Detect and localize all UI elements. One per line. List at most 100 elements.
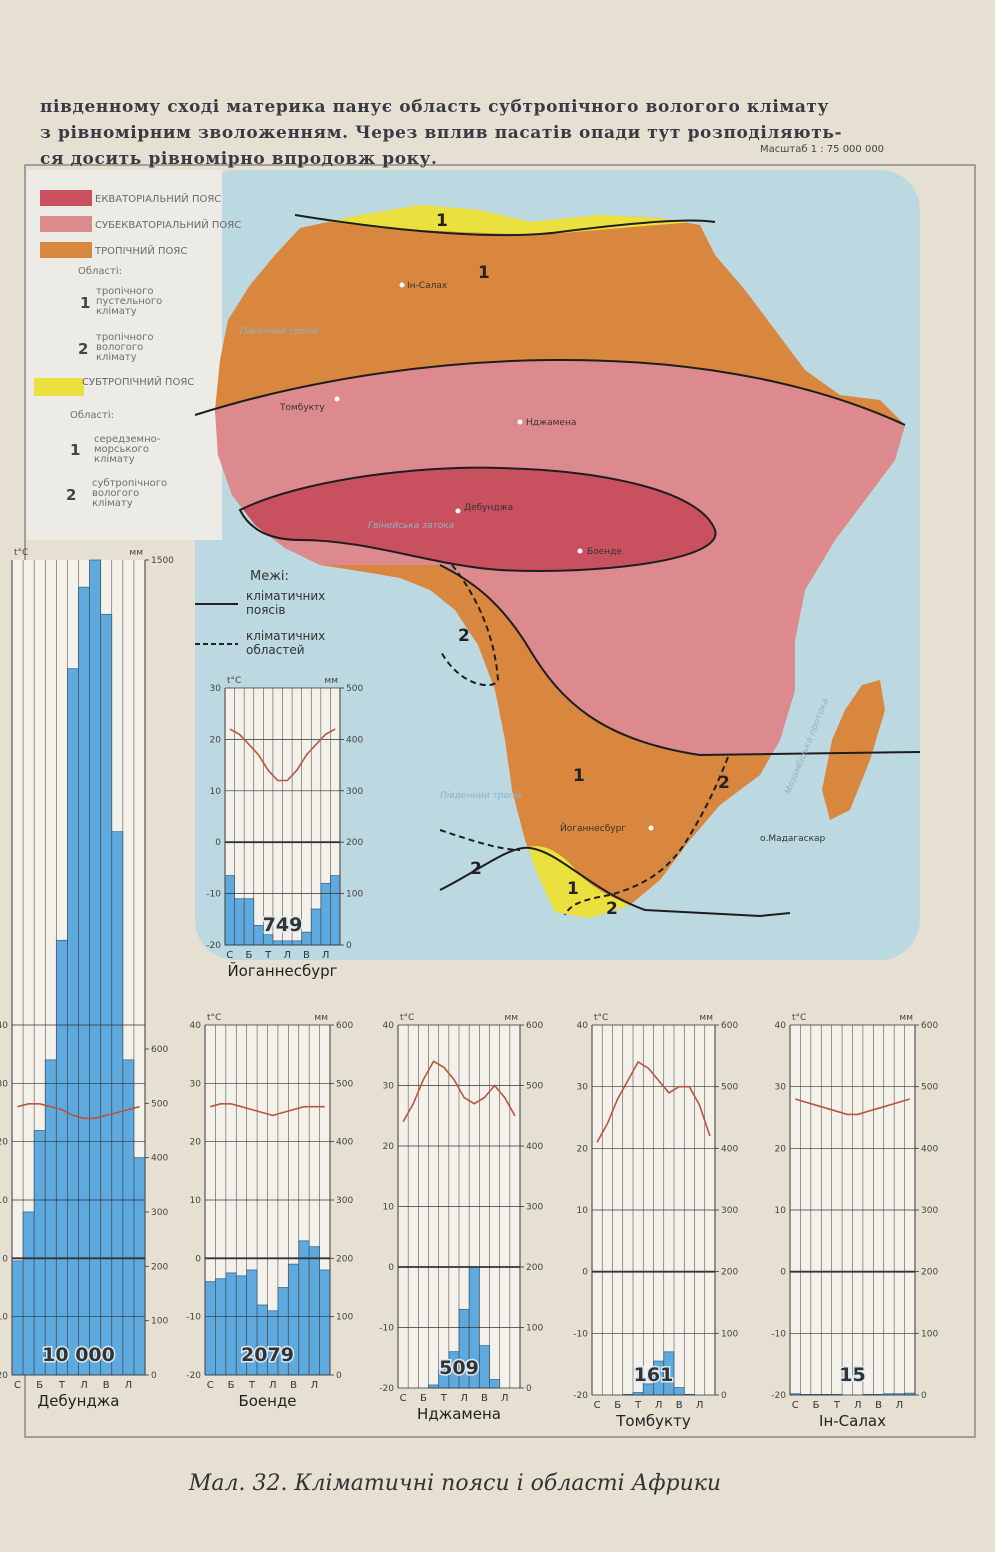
caption: Мал. 32. Кліматичні пояси і області Афри… [188, 1471, 721, 1496]
place-dot [399, 282, 405, 288]
y2-tick-label: 200 [346, 838, 363, 848]
region-number: 1 [478, 263, 490, 283]
precipitation-bar [243, 898, 255, 946]
place-label: Нджамена [526, 418, 576, 428]
y2-tick-label: 0 [921, 1391, 927, 1401]
region-number: 2 [606, 899, 618, 919]
y-tick-label: -20 [573, 1391, 588, 1401]
body-text: південному сході материка панує область … [40, 97, 842, 169]
precipitation-bar [320, 882, 331, 946]
region-number: 1 [567, 879, 579, 899]
y2-tick-label: 500 [151, 1099, 168, 1109]
belt-boundary [439, 564, 921, 757]
legend-label: ЕКВАТОРІАЛЬНИЙ ПОЯС [95, 192, 221, 205]
precipitation-bar [215, 1278, 227, 1376]
y-tick-label: 0 [582, 1268, 588, 1278]
y-tick-label: 20 [210, 735, 222, 745]
month-label: Б [36, 1380, 43, 1391]
y-tick-label: 10 [190, 1196, 202, 1206]
y-tick-label: 20 [383, 1142, 395, 1152]
y-tick-label: 0 [780, 1268, 786, 1278]
precipitation-bar [11, 1260, 24, 1376]
precipitation-bar [291, 940, 303, 946]
y2-axis-title: мм [314, 1013, 328, 1023]
month-label: Т [264, 950, 272, 961]
y2-tick-label: 0 [346, 941, 352, 951]
belt-boundary [194, 359, 906, 426]
y-tick-label: -10 [379, 1324, 394, 1334]
y-tick-label: 30 [577, 1083, 589, 1093]
y-tick-label: -20 [771, 1391, 786, 1401]
precipitation-bar [133, 1157, 146, 1376]
y-tick-label: 30 [775, 1083, 787, 1093]
climate-charts: -20-1001020304001002003004005006001500t°… [0, 548, 938, 1430]
precipitation-bar [489, 1379, 501, 1389]
region-boundary [564, 756, 729, 916]
legend-text: морського [94, 444, 149, 455]
month-label: С [14, 1380, 21, 1391]
precipitation-total: 2079 [241, 1344, 294, 1366]
y2-tick-label: 600 [721, 1021, 738, 1031]
y2-axis-title: мм [129, 548, 143, 558]
month-label: С [792, 1400, 799, 1411]
y2-axis-title: мм [324, 676, 338, 686]
y-tick-label: 10 [577, 1206, 589, 1216]
precipitation-bar [224, 875, 235, 946]
month-label: Л [655, 1400, 663, 1411]
month-label: Т [833, 1400, 841, 1411]
y-tick-label: 30 [190, 1079, 202, 1089]
y2-tick-label: 100 [336, 1313, 353, 1323]
station-name: Томбукту [615, 1412, 691, 1430]
precipitation-bar [673, 1387, 685, 1396]
y2-tick-label: 100 [526, 1324, 543, 1334]
feature-label: Південний тропік [440, 791, 524, 801]
region-number: 2 [718, 773, 730, 793]
climate-chart: -20-1001020304001002003004005006001500t°… [0, 548, 174, 1410]
month-label: Б [246, 950, 253, 961]
y2-axis-title: мм [504, 1013, 518, 1023]
legend-label: СУБТРОПІЧНИЙ ПОЯС [82, 375, 194, 388]
month-label: Л [460, 1393, 468, 1404]
legend-text: вологого [96, 342, 143, 353]
y2-tick-label: 400 [921, 1144, 938, 1154]
place-label: Ін-Салах [407, 281, 448, 291]
y-tick-label: 0 [215, 838, 221, 848]
y-tick-label: 40 [0, 1021, 8, 1031]
y-axis-title: t°C [792, 1013, 806, 1023]
month-label: Л [696, 1400, 704, 1411]
month-label: Т [440, 1393, 448, 1404]
place-dot [455, 508, 461, 514]
legend-number: 2 [78, 340, 88, 358]
month-label: Л [501, 1393, 509, 1404]
y-tick-label: 40 [383, 1021, 395, 1031]
y-tick-label: 10 [0, 1196, 8, 1206]
y-tick-label: -20 [0, 1371, 8, 1381]
y2-tick-label: 500 [526, 1082, 543, 1092]
month-label: В [103, 1380, 110, 1391]
places: Ін-Салах Томбукту Нджамена Дебунджа Боен… [279, 281, 826, 844]
precipitation-total: 509 [439, 1357, 479, 1379]
month-label: В [303, 950, 310, 961]
month-label: Л [854, 1400, 862, 1411]
precipitation-bar [319, 1269, 331, 1376]
feature-label: Північний тропік [240, 327, 320, 337]
legend-text: вологого [92, 488, 139, 499]
month-label: Б [813, 1400, 820, 1411]
legend-swatch [40, 190, 92, 206]
region-boundary [439, 829, 521, 851]
place-dot [648, 825, 654, 831]
precipitation-bar [22, 1211, 35, 1376]
madagascar [822, 680, 885, 820]
region-number: 2 [458, 626, 470, 646]
month-label: Б [420, 1393, 427, 1404]
boundaries-title: Межі: [250, 569, 289, 584]
legend-text: клімату [94, 453, 135, 465]
boundaries-item: кліматичних [246, 589, 325, 603]
month-label: С [400, 1393, 407, 1404]
y2-tick-label: 500 [346, 684, 363, 694]
region-boundary [439, 564, 500, 687]
